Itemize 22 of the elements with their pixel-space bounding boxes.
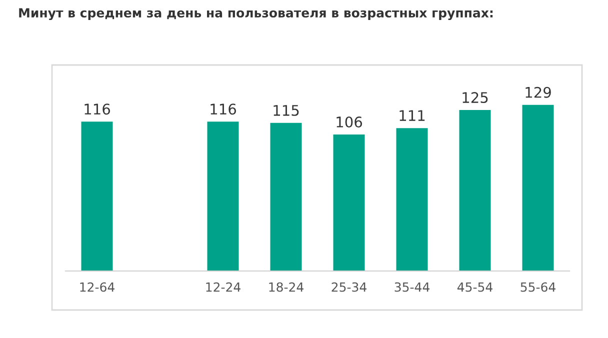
x-tick-label: 12-24 (206, 282, 240, 292)
x-tick-label: 12-64 (80, 282, 114, 292)
bar (81, 122, 113, 271)
x-tick-label: 55-64 (520, 282, 556, 292)
bar (522, 104, 554, 271)
x-tick-label: 45-54 (457, 282, 492, 292)
data-label: 111 (400, 110, 425, 121)
data-label: 106 (336, 116, 362, 128)
data-label: 125 (462, 92, 488, 104)
bar (459, 110, 491, 271)
bar (333, 134, 365, 271)
x-tick-label: 35-44 (394, 282, 430, 292)
data-label: 116 (210, 104, 236, 115)
bar (396, 128, 428, 271)
chart-title: Минут в среднем за день на пользователя в возрастных группах: (19, 8, 493, 20)
data-label: 129 (526, 86, 551, 98)
data-label: 115 (274, 105, 299, 116)
bar (270, 122, 302, 271)
data-label: 116 (84, 104, 110, 115)
x-tick-label: 18-24 (269, 282, 304, 292)
bar (207, 122, 239, 271)
x-tick-label: 25-34 (332, 282, 366, 292)
